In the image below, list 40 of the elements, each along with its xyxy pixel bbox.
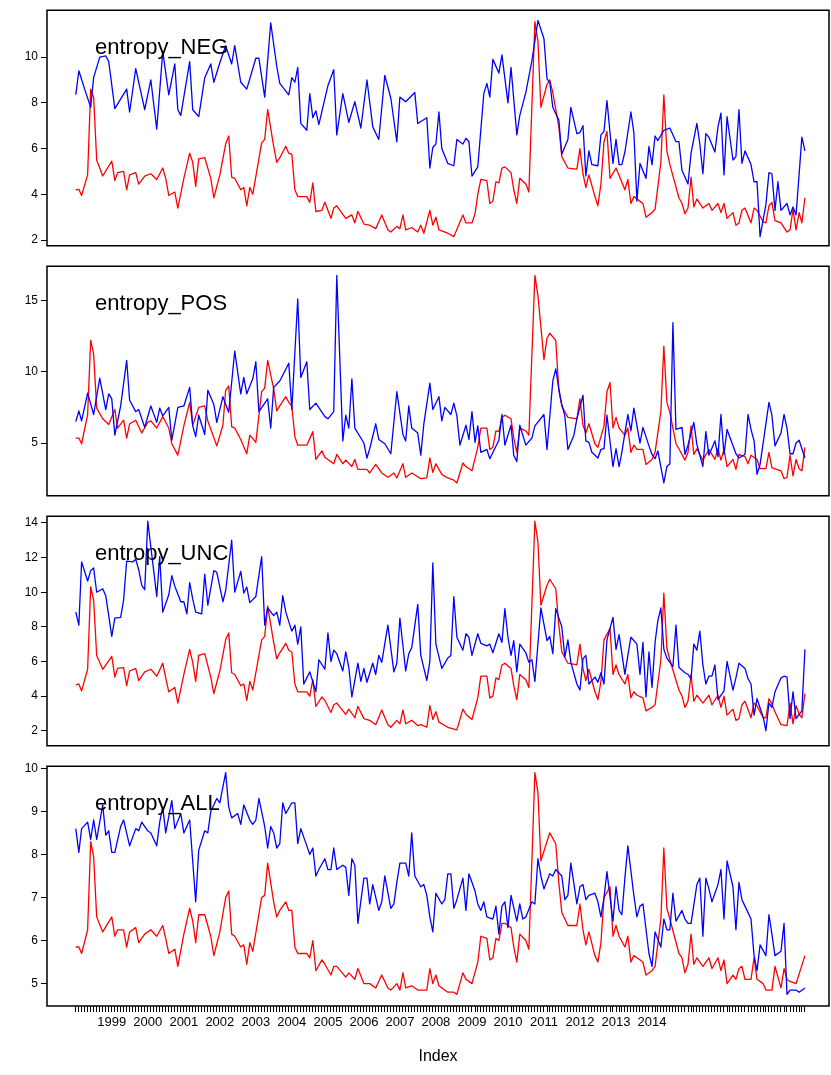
x-tick-label: 2010: [493, 1014, 523, 1030]
y-tick-label: 10: [24, 584, 39, 599]
text: entropy_NEG: [95, 34, 229, 60]
x-tick-label: 2004: [277, 1014, 307, 1030]
y-tick-label: 5: [31, 435, 39, 450]
x-tick-label: 2002: [205, 1014, 235, 1030]
y-tick-label: 5: [31, 975, 39, 990]
x-tick-label: 2006: [349, 1014, 379, 1030]
x-tick-label: 2012: [565, 1014, 595, 1030]
text: entropy_POS: [95, 290, 228, 316]
x-tick-label: 2007: [385, 1014, 415, 1030]
x-tick-label: 2003: [241, 1014, 271, 1030]
x-tick-label: 2013: [601, 1014, 631, 1030]
y-tick-label: 6: [31, 932, 39, 947]
y-tick-label: 6: [31, 653, 39, 668]
y-tick-label: 8: [31, 95, 39, 110]
y-tick-label: 10: [24, 49, 39, 64]
x-tick-label: 2001: [169, 1014, 199, 1030]
x-tick-label: 2005: [313, 1014, 343, 1030]
y-tick-label: 10: [24, 760, 39, 775]
y-tick-label: 2: [31, 232, 39, 247]
y-tick-label: 14: [24, 515, 39, 530]
x-tick-label: 2011: [529, 1014, 558, 1030]
y-tick-label: 15: [24, 292, 39, 307]
y-tick-label: 8: [31, 846, 39, 861]
y-tick-label: 8: [31, 619, 39, 634]
y-tick-label: 9: [31, 803, 39, 818]
x-axis-title: Index: [418, 1046, 458, 1064]
x-tick-label: 1999: [97, 1014, 127, 1030]
y-tick-label: 4: [31, 186, 39, 201]
y-tick-label: 7: [31, 889, 39, 904]
x-tick-label: 2008: [421, 1014, 451, 1030]
y-tick-label: 4: [31, 688, 39, 703]
x-tick-label: 2009: [457, 1014, 487, 1030]
x-tick-label: 2014: [637, 1014, 667, 1030]
y-tick-label: 10: [24, 364, 39, 379]
y-tick-label: 2: [31, 723, 39, 738]
y-tick-label: 12: [24, 549, 39, 564]
x-tick-label: 2000: [133, 1014, 163, 1030]
y-tick-label: 6: [31, 140, 39, 155]
